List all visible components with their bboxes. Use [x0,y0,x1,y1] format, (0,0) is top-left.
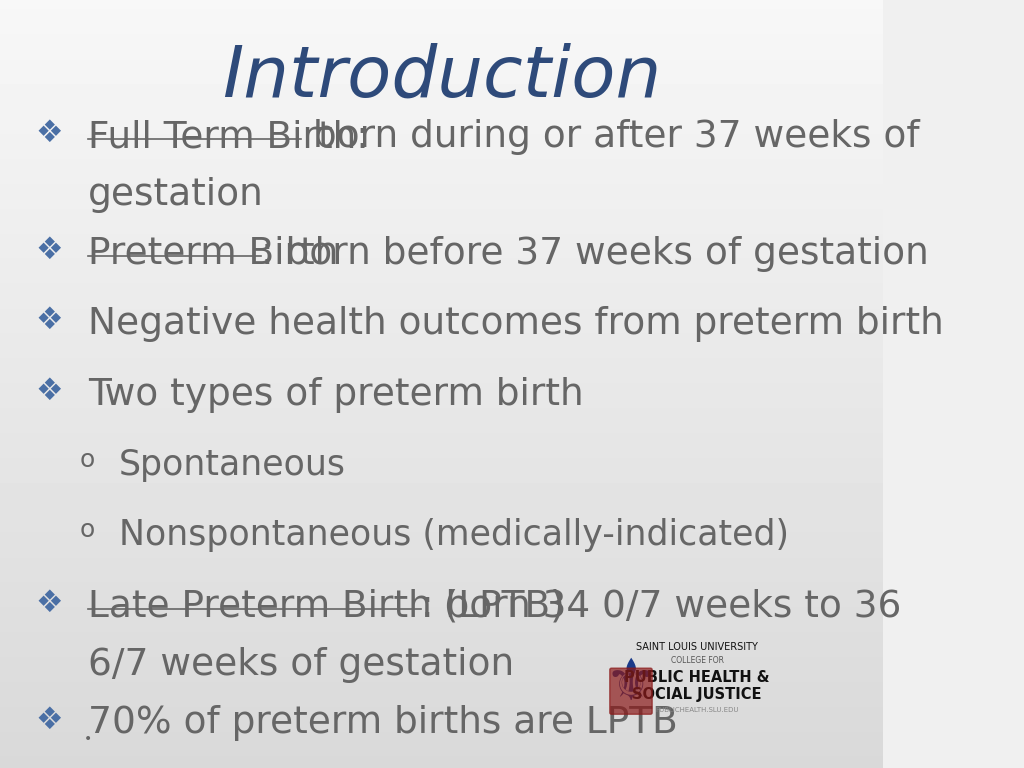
Text: : born 34 0/7 weeks to 36: : born 34 0/7 weeks to 36 [421,589,901,625]
Text: PUBLIC HEALTH &: PUBLIC HEALTH & [625,670,770,685]
Text: Two types of preterm birth: Two types of preterm birth [88,377,584,413]
Text: COLLEGE FOR: COLLEGE FOR [671,656,724,665]
Text: Spontaneous: Spontaneous [119,448,346,482]
Text: 70% of preterm births are LPTB: 70% of preterm births are LPTB [88,706,678,741]
Text: SAINT LOUIS UNIVERSITY: SAINT LOUIS UNIVERSITY [636,641,758,652]
FancyBboxPatch shape [610,668,652,714]
Text: o: o [80,448,94,472]
Text: 6/7 weeks of gestation: 6/7 weeks of gestation [88,647,514,683]
Text: : born before 37 weeks of gestation: : born before 37 weeks of gestation [261,236,929,272]
Text: Late Preterm Birth (LPTB): Late Preterm Birth (LPTB) [88,589,565,625]
Text: Nonspontaneous (medically-indicated): Nonspontaneous (medically-indicated) [119,518,790,552]
Text: gestation: gestation [88,177,264,213]
Text: ❖: ❖ [35,589,62,618]
Text: ⚜: ⚜ [605,655,657,712]
Text: ❖: ❖ [35,377,62,406]
Text: Negative health outcomes from preterm birth: Negative health outcomes from preterm bi… [88,306,944,343]
Text: o: o [80,518,94,542]
Text: ❖: ❖ [35,236,62,265]
Text: ❖: ❖ [35,706,62,734]
Text: SOCIAL JUSTICE: SOCIAL JUSTICE [633,687,762,702]
Text: •: • [84,732,92,746]
Text: PUBLICHEALTH.SLU.EDU: PUBLICHEALTH.SLU.EDU [655,707,739,713]
Text: ❖: ❖ [35,119,62,148]
Text: ❖: ❖ [35,306,62,336]
Text: Full Term Birth:: Full Term Birth: [88,119,369,155]
Text: Introduction: Introduction [221,42,660,111]
Text: born during or after 37 weeks of: born during or after 37 weeks of [301,119,920,155]
Text: Preterm Birth: Preterm Birth [88,236,339,272]
